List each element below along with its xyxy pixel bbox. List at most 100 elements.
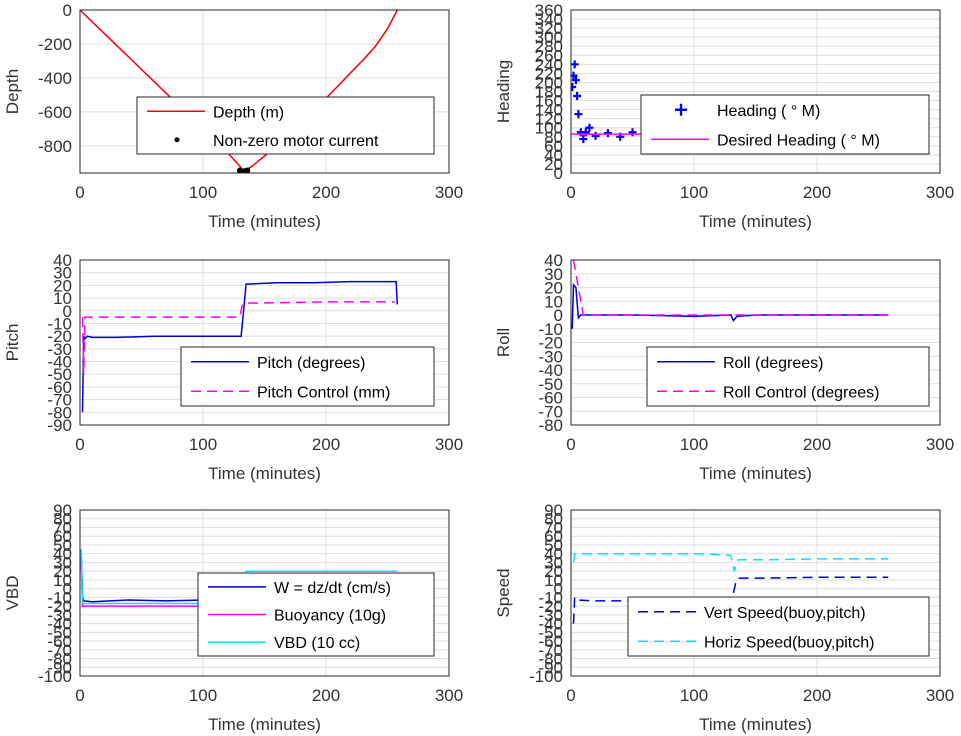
legend: Roll (degrees) Roll Control (degrees)	[646, 346, 930, 407]
legend-label: Horiz Speed(buoy,pitch)	[704, 634, 874, 651]
y-tick-label: 0	[63, 302, 72, 321]
chart-panel-4: 0 100 200 300403020100-10-20-30-40-50-60-70…	[494, 251, 954, 483]
x-tick-label: 200	[312, 183, 340, 202]
y-tick-label: -600	[38, 103, 72, 122]
y-tick-label: 0	[554, 580, 563, 599]
data-point	[579, 135, 588, 144]
x-tick-label: 300	[926, 183, 954, 202]
y-tick-label: 40	[544, 545, 563, 564]
x-tick-label: 300	[435, 435, 463, 454]
y-tick-label: 80	[544, 510, 563, 529]
y-tick-label: -70	[538, 402, 563, 421]
y-tick-label: 50	[544, 536, 563, 555]
y-tick-label: -50	[538, 375, 563, 394]
y-tick-label: 0	[554, 306, 563, 325]
axes-frame	[79, 9, 450, 174]
y-tick-label: 70	[544, 518, 563, 537]
data-point	[628, 128, 637, 137]
legend: Heading ( ° M) Desired Heading ( ° M)	[640, 94, 930, 155]
y-tick-label: -200	[38, 35, 72, 54]
y-tick-label: 30	[53, 264, 72, 283]
x-axis-label: Time (minutes)	[208, 212, 321, 231]
data-point	[591, 131, 600, 140]
legend-box	[640, 94, 930, 155]
y-tick-label: -20	[47, 597, 72, 616]
y-tick-label: 20	[544, 279, 563, 298]
data-point	[573, 92, 582, 101]
y-tick-label: -400	[38, 69, 72, 88]
x-axis-label: Time (minutes)	[699, 464, 812, 483]
y-tick-label: -30	[47, 606, 72, 625]
y-tick-label: 90	[53, 501, 72, 520]
y-tick-label: 40	[544, 251, 563, 270]
legend: W = dz/dt (cm/s) Buoyancy (10g) VBD (10 cc…	[197, 572, 435, 657]
legend: Vert Speed(buoy,pitch) Horiz Speed(buoy,p…	[627, 596, 930, 657]
data-point	[571, 82, 577, 91]
y-tick-label: -10	[47, 588, 72, 607]
axes-frame	[570, 509, 941, 677]
y-tick-label: -90	[47, 658, 72, 677]
chart-panel-3: 0 100 200 300403020100-10-20-30-40-50-60-70…	[3, 251, 463, 483]
series-line-1	[81, 280, 399, 413]
y-tick-label: 360	[535, 1, 563, 20]
y-tick-label: -20	[47, 327, 72, 346]
legend-marker	[675, 103, 687, 116]
series-line-2	[572, 552, 889, 572]
y-tick-label: -90	[47, 416, 72, 435]
y-tick-label: -60	[47, 378, 72, 397]
y-tick-label: -50	[47, 365, 72, 384]
y-tick-label: 260	[535, 46, 563, 65]
y-tick-label: -80	[47, 650, 72, 669]
y-tick-label: -60	[538, 632, 563, 651]
series-line-2	[572, 260, 889, 316]
y-tick-label: -10	[538, 588, 563, 607]
x-tick-label: 300	[435, 183, 463, 202]
y-tick-label: 30	[53, 553, 72, 572]
y-tick-label: 60	[544, 527, 563, 546]
y-tick-label: -40	[47, 615, 72, 634]
legend-box	[180, 346, 435, 407]
x-tick-label: 200	[803, 686, 831, 705]
y-axis-label: Pitch	[3, 324, 22, 362]
data-point	[603, 129, 612, 138]
y-tick-label: -10	[538, 320, 563, 339]
legend-label: VBD (10 cc)	[274, 635, 360, 652]
x-tick-label: 0	[75, 686, 84, 705]
x-tick-label: 100	[680, 686, 708, 705]
y-tick-label: -30	[47, 340, 72, 359]
y-tick-label: 90	[544, 501, 563, 520]
y-axis-label: Depth	[3, 69, 22, 114]
legend-label: Desired Heading ( ° M)	[717, 132, 880, 149]
y-axis-label: Roll	[494, 328, 513, 357]
y-tick-label: 120	[535, 110, 563, 129]
data-point	[571, 76, 580, 85]
y-tick-label: -40	[538, 615, 563, 634]
y-tick-label: 320	[535, 19, 563, 38]
y-axis-label: Speed	[494, 568, 513, 617]
legend-box	[646, 346, 930, 407]
x-tick-label: 100	[189, 686, 217, 705]
data-point	[585, 123, 594, 132]
y-tick-label: -90	[538, 658, 563, 677]
y-tick-label: -100	[38, 667, 72, 686]
legend-label: Pitch Control (mm)	[257, 384, 390, 401]
y-tick-label: -40	[47, 353, 72, 372]
y-tick-label: 30	[544, 265, 563, 284]
y-tick-label: 0	[554, 164, 563, 183]
y-tick-label: 30	[544, 553, 563, 572]
x-axis-label: Time (minutes)	[208, 464, 321, 483]
x-tick-label: 0	[566, 183, 575, 202]
y-tick-label: 50	[53, 536, 72, 555]
legend: Depth (m) Non-zero motor current	[136, 96, 435, 155]
y-tick-label: -70	[47, 391, 72, 410]
y-tick-label: 10	[544, 571, 563, 590]
axes-frame	[570, 9, 941, 174]
legend-label: Heading ( ° M)	[717, 103, 820, 120]
legend-label: Buoyancy (10g)	[274, 608, 386, 625]
series-group	[571, 260, 889, 329]
legend-label: Roll (degrees)	[723, 355, 823, 372]
y-tick-label: -10	[47, 314, 72, 333]
y-tick-label: -50	[538, 623, 563, 642]
y-tick-label: -60	[538, 389, 563, 408]
